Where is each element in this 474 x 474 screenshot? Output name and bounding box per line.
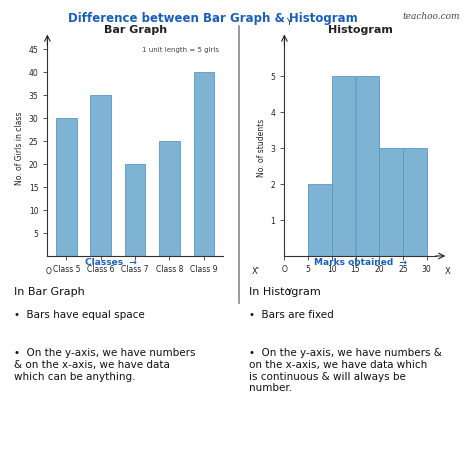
Text: •  On the y-axis, we have numbers
& on the x-axis, we have data
which can be any: • On the y-axis, we have numbers & on th… [14, 348, 196, 382]
Text: •  Bars have equal space: • Bars have equal space [14, 310, 145, 320]
Title: Histogram: Histogram [328, 25, 392, 36]
Text: teachoo.com: teachoo.com [402, 12, 460, 21]
Title: Bar Graph: Bar Graph [103, 25, 167, 36]
Bar [308, 184, 332, 256]
Text: In Histogram: In Histogram [249, 287, 320, 297]
Text: Marks obtained  →: Marks obtained → [314, 258, 407, 267]
Bar [403, 148, 427, 256]
Text: Y: Y [286, 288, 292, 297]
Text: Classes  →: Classes → [85, 258, 137, 267]
Bar [379, 148, 403, 256]
Bar [91, 95, 111, 256]
Text: •  Bars are fixed: • Bars are fixed [249, 310, 334, 320]
Bar [56, 118, 77, 256]
Text: X: X [445, 266, 451, 275]
Text: X': X' [252, 266, 260, 275]
Bar [159, 141, 180, 256]
Text: Y: Y [286, 18, 292, 27]
Text: 1 unit length = 5 girls: 1 unit length = 5 girls [142, 47, 219, 53]
Y-axis label: No. of Girls in class: No. of Girls in class [16, 111, 25, 185]
Text: O: O [46, 267, 52, 276]
Bar [332, 76, 356, 256]
Bar [125, 164, 146, 256]
Y-axis label: No. of students: No. of students [257, 119, 266, 177]
Bar [193, 73, 214, 256]
Bar [356, 76, 379, 256]
Text: Difference between Bar Graph & Histogram: Difference between Bar Graph & Histogram [68, 12, 358, 25]
Text: In Bar Graph: In Bar Graph [14, 287, 85, 297]
Text: •  On the y-axis, we have numbers &
on the x-axis, we have data which
is continu: • On the y-axis, we have numbers & on th… [249, 348, 442, 393]
